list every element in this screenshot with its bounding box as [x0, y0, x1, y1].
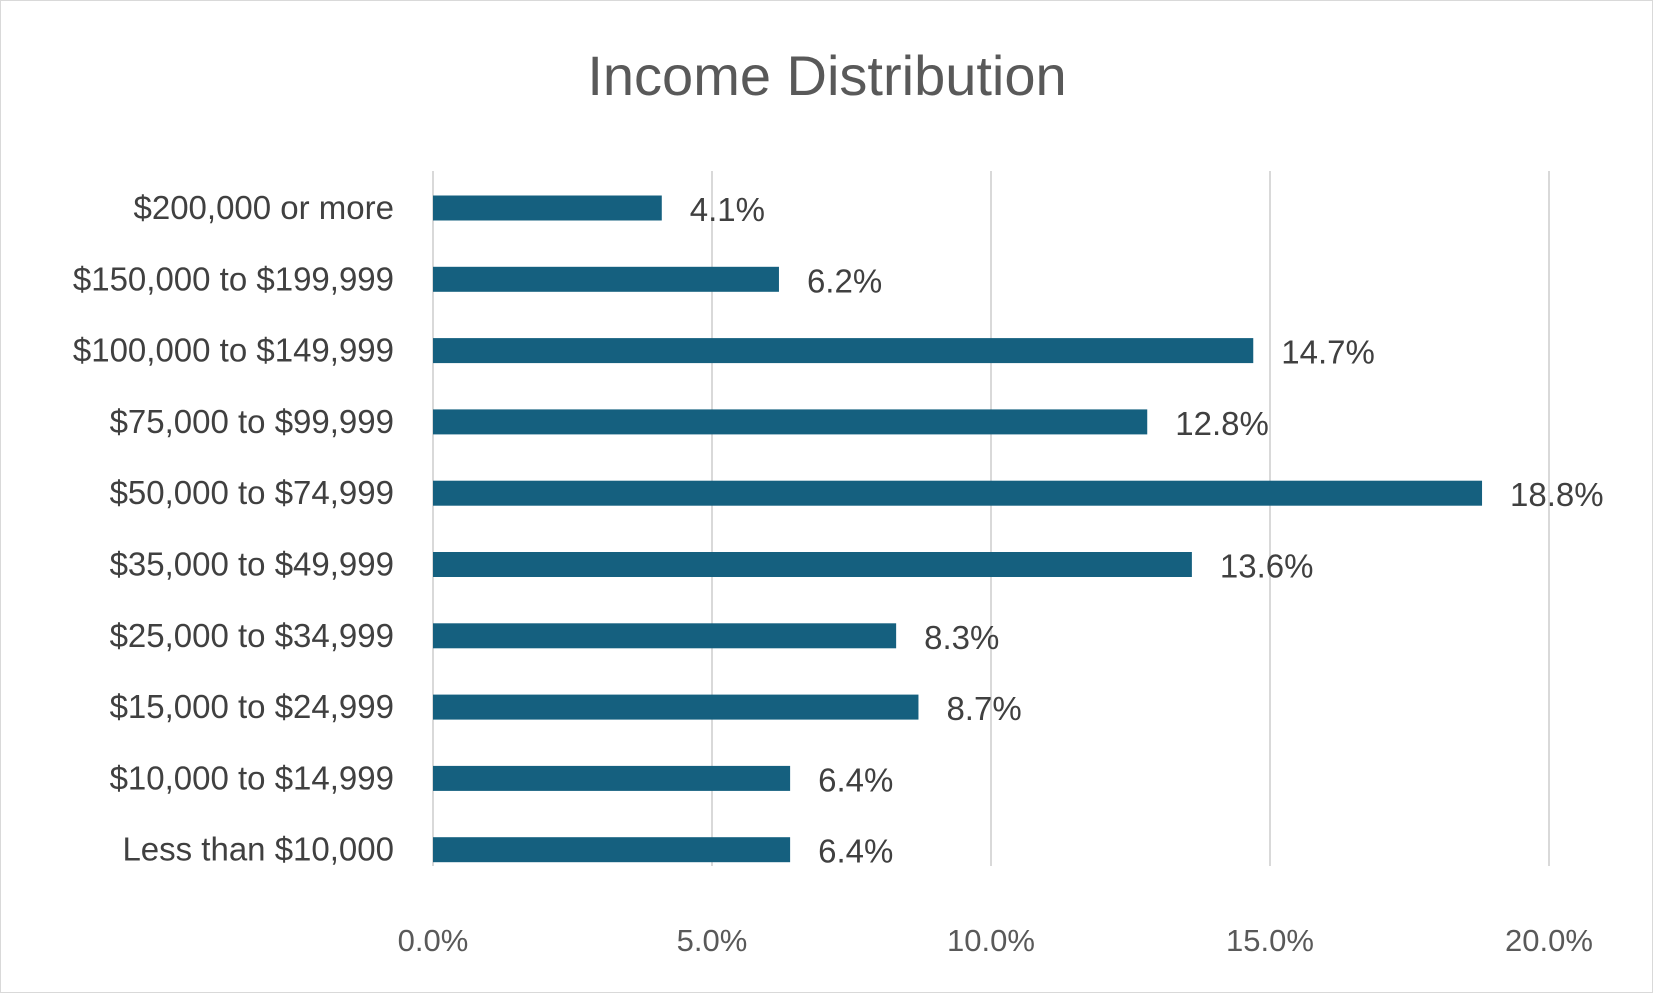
- data-label: 14.7%: [1281, 334, 1375, 371]
- x-tick-labels: 0.0% 5.0% 10.0% 15.0% 20.0%: [398, 923, 1593, 958]
- x-tick-label: 15.0%: [1226, 923, 1314, 958]
- bar: [433, 694, 919, 720]
- data-label: 8.7%: [946, 690, 1021, 727]
- data-label: 6.4%: [818, 761, 893, 798]
- data-label: 12.8%: [1175, 405, 1269, 442]
- category-label: $35,000 to $49,999: [110, 546, 394, 583]
- bar: [433, 552, 1192, 577]
- x-tick-label: 0.0%: [398, 923, 469, 958]
- category-label: $75,000 to $99,999: [110, 403, 394, 440]
- x-tick-label: 20.0%: [1505, 923, 1593, 958]
- data-label: 6.2%: [807, 262, 882, 299]
- category-labels: $200,000 or more $150,000 to $199,999 $100…: [73, 189, 394, 868]
- bars: [433, 195, 1483, 863]
- category-label: $15,000 to $24,999: [110, 688, 394, 725]
- data-label: 8.3%: [924, 619, 999, 656]
- data-labels: 4.1% 6.2% 14.7% 12.8% 18.8% 13.6% 8.3% 8.7% 6.4%…: [690, 191, 1604, 870]
- category-label: Less than $10,000: [122, 831, 394, 868]
- bar: [433, 338, 1254, 364]
- category-label: $150,000 to $199,999: [73, 260, 394, 297]
- category-label: $10,000 to $14,999: [110, 759, 394, 796]
- bar: [433, 195, 662, 221]
- bar: [433, 765, 791, 791]
- chart-title: Income Distribution: [587, 44, 1066, 107]
- bar: [433, 266, 779, 292]
- bar: [433, 409, 1148, 435]
- data-label: 18.8%: [1510, 476, 1604, 513]
- category-label: $25,000 to $34,999: [110, 617, 394, 654]
- x-tick-label: 5.0%: [677, 923, 748, 958]
- category-label: $200,000 or more: [133, 189, 394, 226]
- data-label: 13.6%: [1220, 548, 1314, 585]
- bar: [433, 837, 791, 863]
- category-label: $50,000 to $74,999: [110, 474, 394, 511]
- data-label: 4.1%: [690, 191, 765, 228]
- x-tick-label: 10.0%: [947, 923, 1035, 958]
- data-label: 6.4%: [818, 833, 893, 870]
- bar: [433, 480, 1483, 506]
- bar: [433, 623, 897, 649]
- category-label: $100,000 to $149,999: [73, 332, 394, 369]
